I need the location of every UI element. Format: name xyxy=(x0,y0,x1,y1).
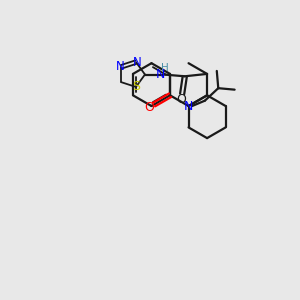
Text: N: N xyxy=(184,100,193,112)
Text: O: O xyxy=(144,101,154,114)
Text: O: O xyxy=(176,93,186,106)
Text: H: H xyxy=(161,63,169,73)
Text: N: N xyxy=(116,60,124,73)
Text: S: S xyxy=(132,80,140,93)
Text: N: N xyxy=(155,68,165,81)
Text: N: N xyxy=(133,56,142,69)
